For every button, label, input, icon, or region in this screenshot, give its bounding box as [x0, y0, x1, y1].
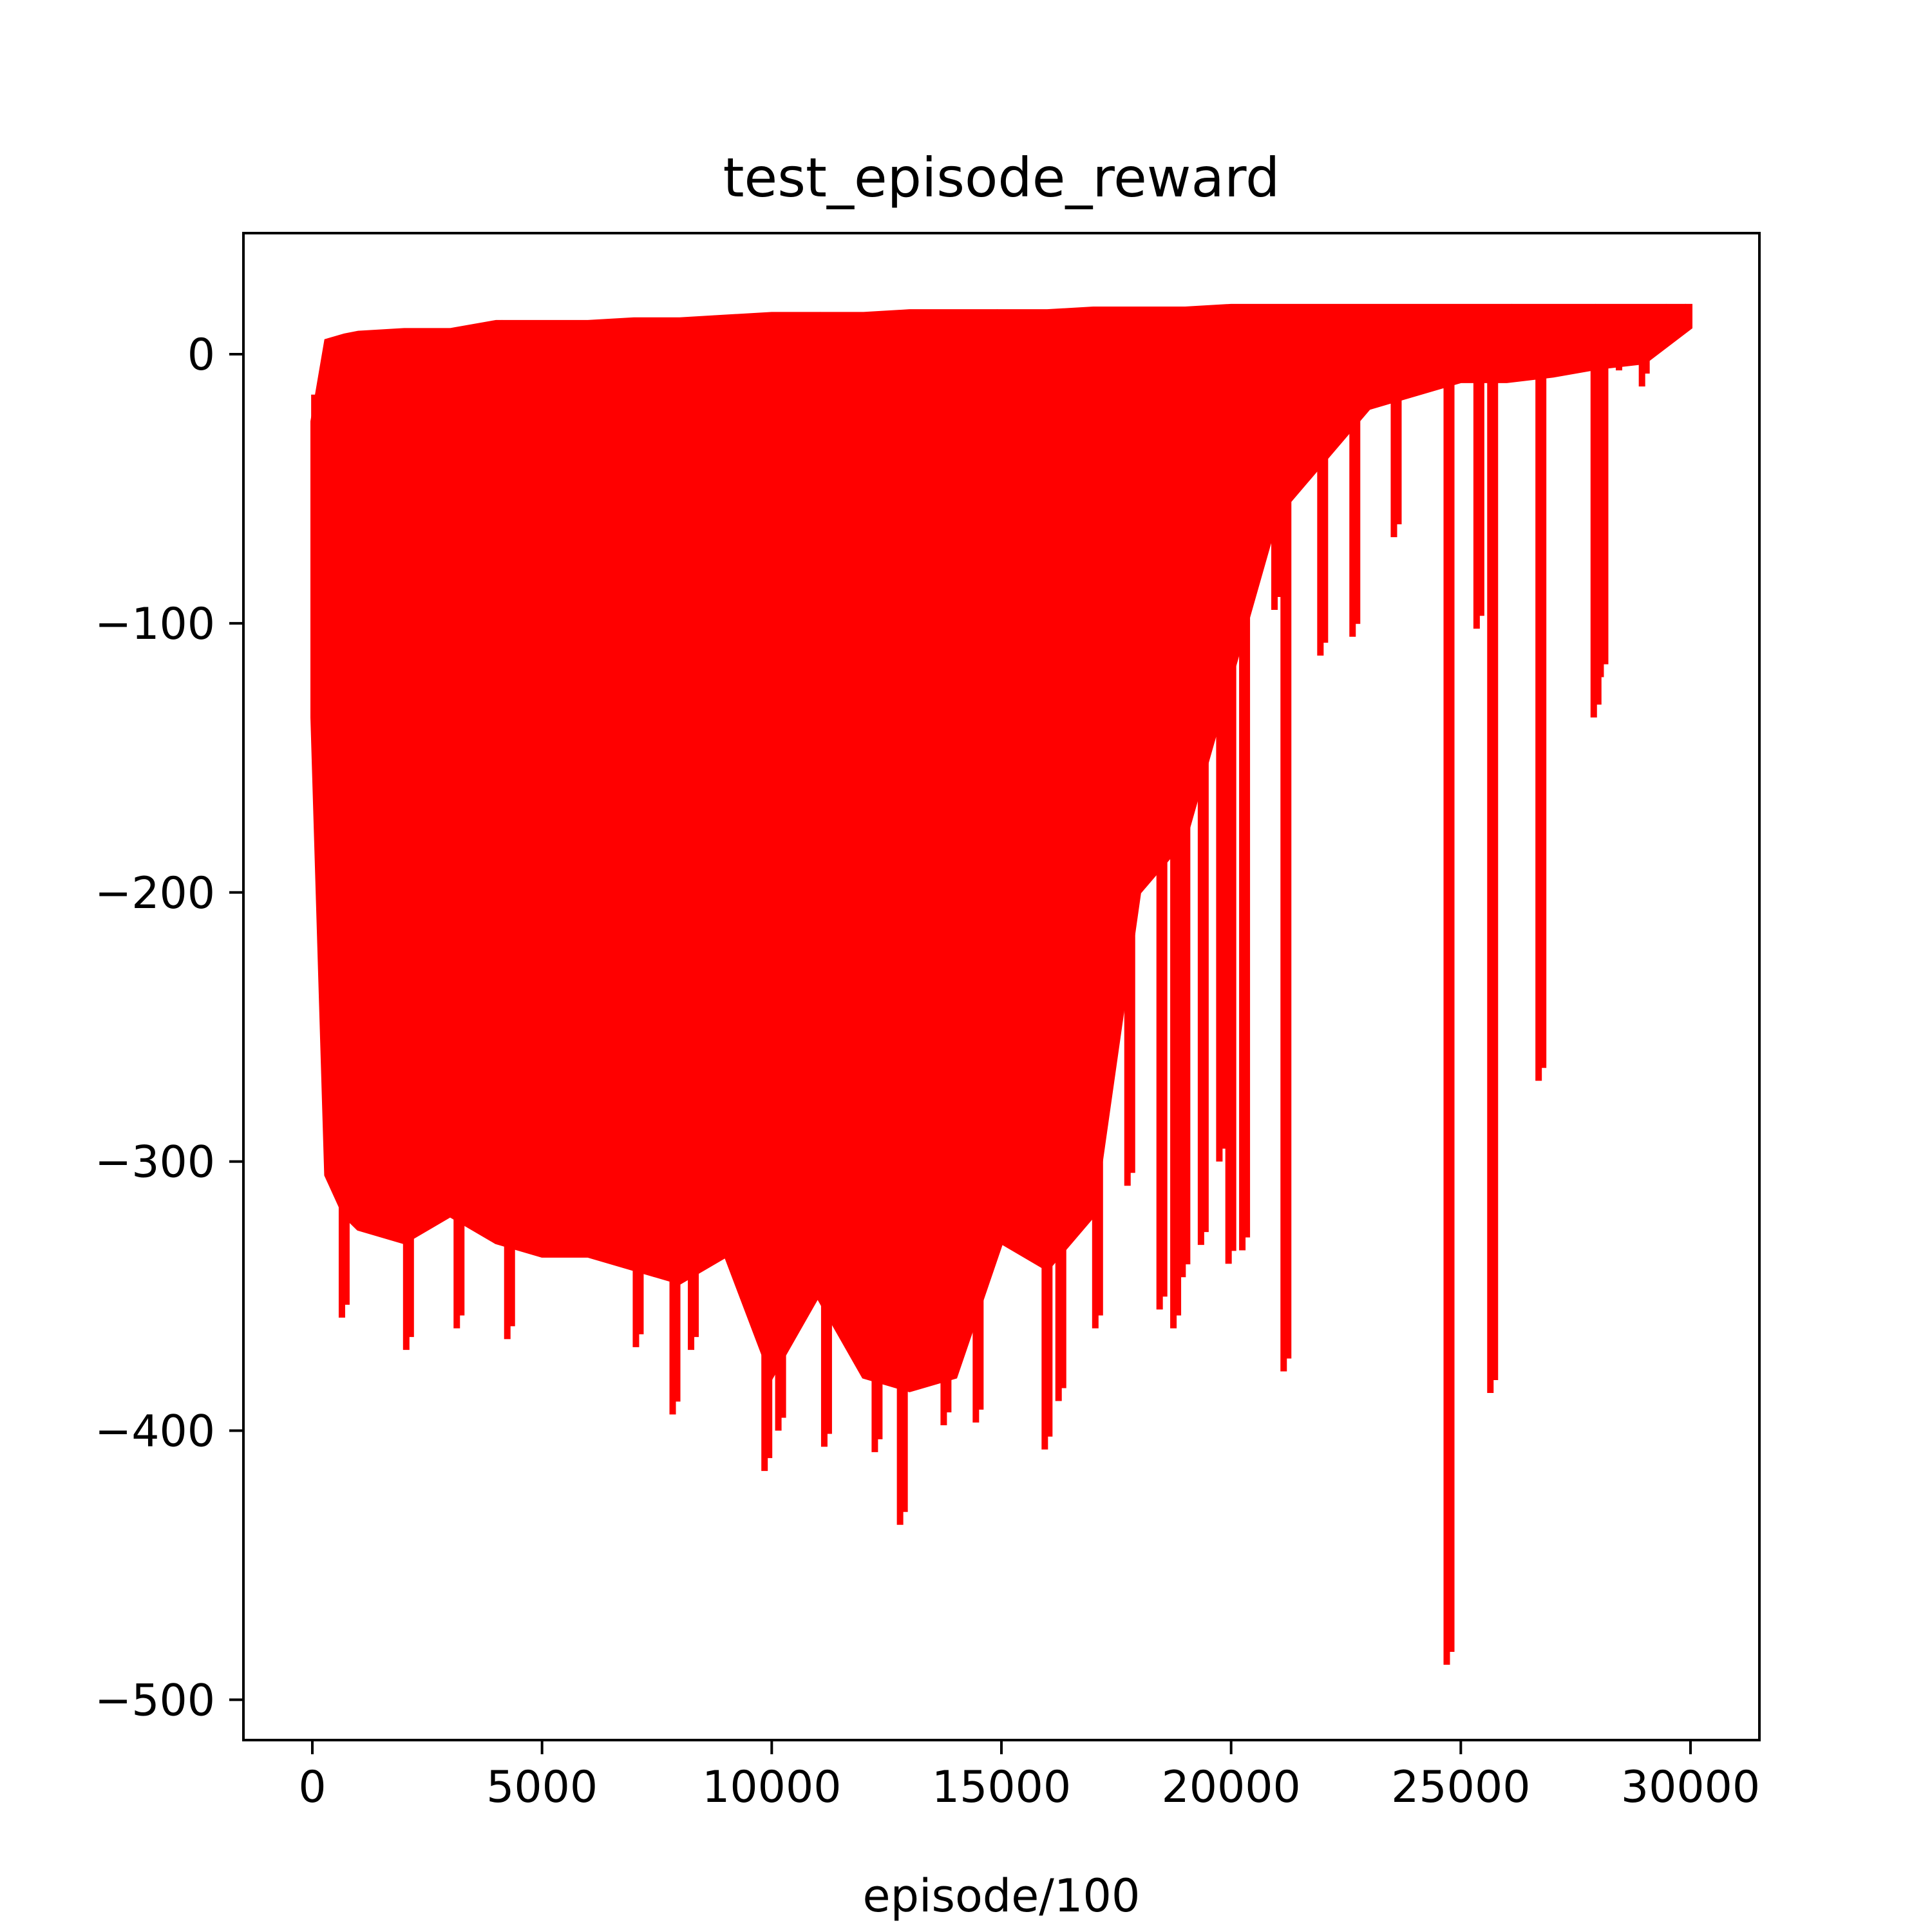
x-tick-label: 25000 [1391, 1762, 1530, 1813]
y-tick-label: −400 [95, 1406, 215, 1457]
x-tick-label: 15000 [932, 1762, 1071, 1813]
y-tick-label: −100 [95, 599, 215, 650]
x-tick-label: 5000 [486, 1762, 598, 1813]
x-tick-label: 30000 [1621, 1762, 1760, 1813]
x-tick-label: 0 [298, 1762, 326, 1813]
x-tick-label: 20000 [1162, 1762, 1301, 1813]
x-axis-label: episode/100 [863, 1870, 1141, 1922]
tick-layer: 0 5000 10000 15000 20000 25000 30000 0 −100 −200 −… [95, 330, 1760, 1813]
plot-area [310, 303, 1692, 1665]
y-tick-label: −300 [95, 1137, 215, 1188]
y-tick-label: −200 [95, 868, 215, 919]
y-tick-label: 0 [187, 330, 215, 381]
y-tick-label: −500 [95, 1675, 215, 1726]
x-tick-label: 10000 [702, 1762, 841, 1813]
chart-title: test_episode_reward [723, 146, 1280, 209]
